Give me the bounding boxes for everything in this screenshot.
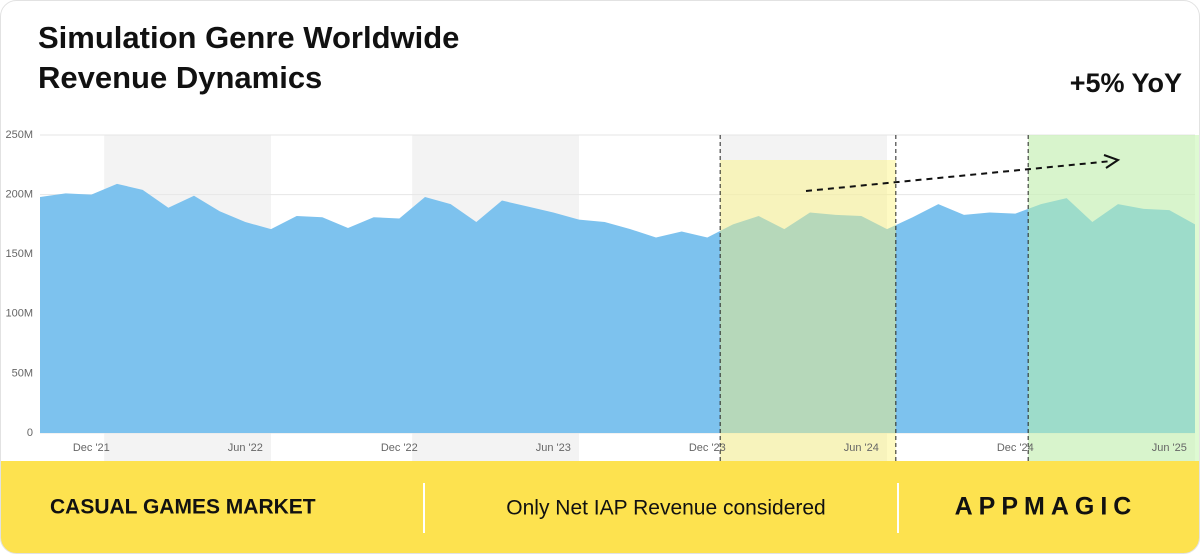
arrow-head (1103, 154, 1121, 169)
x-tick-label: Jun '22 (228, 442, 263, 454)
y-tick-label: 200M (5, 189, 33, 201)
footer-left: CASUAL GAMES MARKET (50, 496, 316, 519)
brand-logo: APPMAGIC (955, 493, 1138, 521)
x-tick-label: Dec '21 (73, 442, 110, 454)
annotation: +5% YoY (1070, 68, 1182, 98)
highlight-yellow (720, 160, 896, 462)
x-tick-label: Dec '24 (997, 442, 1034, 454)
highlight-green (1028, 135, 1200, 462)
x-tick-label: Jun '23 (536, 442, 571, 454)
y-tick-label: 250M (5, 129, 33, 141)
trend-arrow (805, 160, 1113, 192)
chart-subtitle: Revenue Dynamics (38, 60, 322, 95)
area (40, 183, 1195, 433)
y-tick-label: 150M (5, 248, 33, 260)
y-tick-label: 100M (5, 308, 33, 320)
x-tick-label: Jun '25 (1152, 442, 1187, 454)
chart-title: Simulation Genre Worldwide (38, 20, 459, 55)
x-tick-label: Dec '22 (381, 442, 418, 454)
footer-center: Only Net IAP Revenue considered (506, 497, 825, 520)
x-tick-label: Jun '24 (844, 442, 879, 454)
y-tick-label: 0 (27, 427, 33, 439)
footer-bg (0, 461, 1200, 554)
x-tick-label: Dec '23 (689, 442, 726, 454)
y-tick-label: 50M (12, 367, 33, 379)
